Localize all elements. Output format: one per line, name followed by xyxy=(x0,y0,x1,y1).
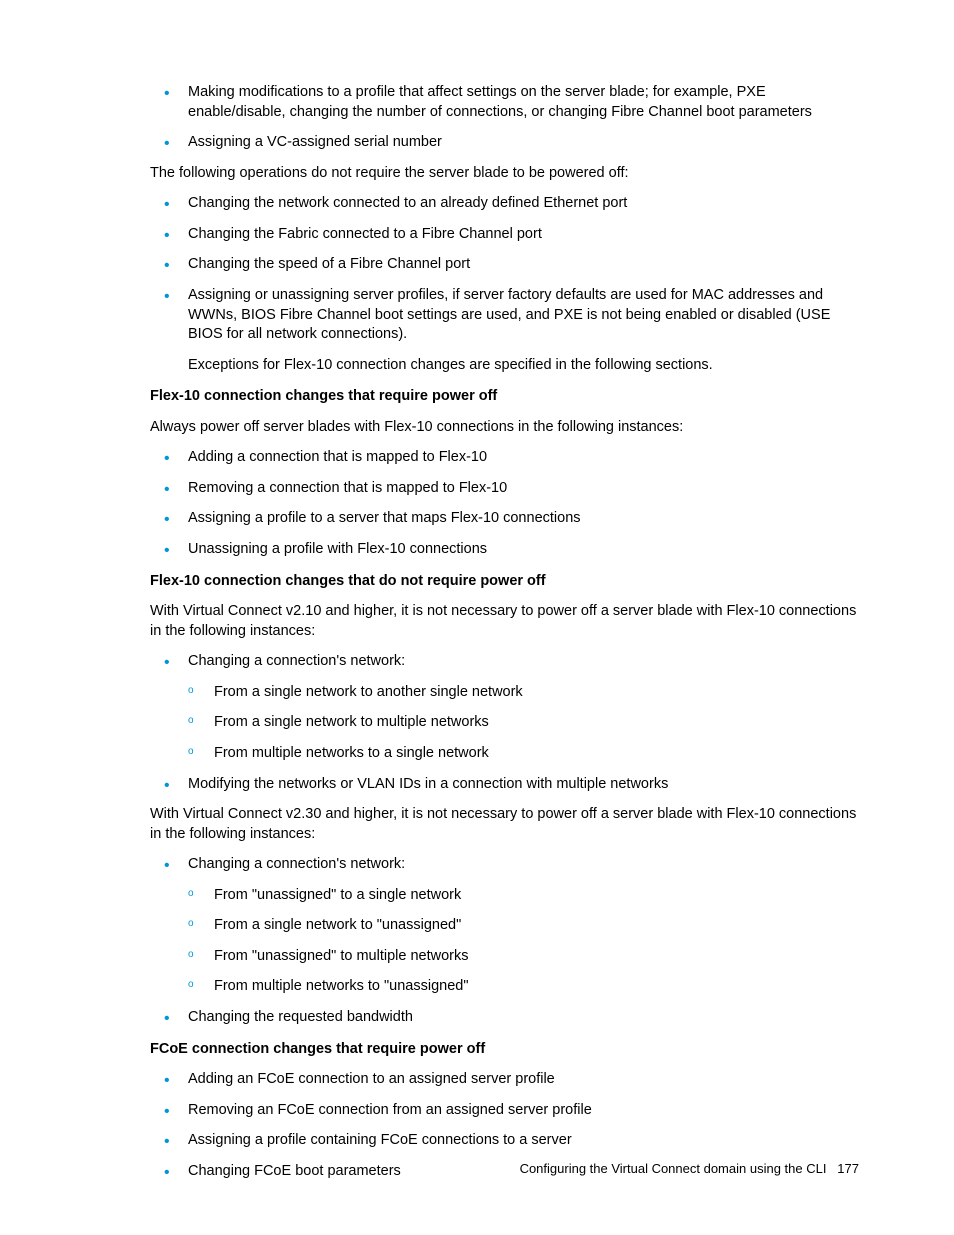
list-item: Adding an FCoE connection to an assigned… xyxy=(150,1070,859,1090)
bullet-list-4: Changing a connection's network: From a … xyxy=(150,652,859,794)
bullet-list-2: Changing the network connected to an alr… xyxy=(150,194,859,344)
paragraph: The following operations do not require … xyxy=(150,164,859,184)
list-item-text: Assigning a profile containing FCoE conn… xyxy=(188,1132,572,1148)
sub-list-item: From multiple networks to a single netwo… xyxy=(188,744,859,764)
list-item: Changing the speed of a Fibre Channel po… xyxy=(150,255,859,275)
list-item: Changing the Fabric connected to a Fibre… xyxy=(150,225,859,245)
sub-list-item-text: From a single network to "unassigned" xyxy=(214,917,461,933)
list-item-text: Removing an FCoE connection from an assi… xyxy=(188,1102,592,1118)
sub-list-item-text: From a single network to another single … xyxy=(214,684,523,700)
list-item-text: Adding an FCoE connection to an assigned… xyxy=(188,1071,555,1087)
bullet-list-5: Changing a connection's network: From "u… xyxy=(150,855,859,1027)
list-item: Assigning a profile containing FCoE conn… xyxy=(150,1131,859,1151)
list-item-text: Changing the network connected to an alr… xyxy=(188,195,627,211)
list-item-text: Assigning a profile to a server that map… xyxy=(188,510,581,526)
paragraph: With Virtual Connect v2.30 and higher, i… xyxy=(150,805,859,844)
list-item: Assigning a profile to a server that map… xyxy=(150,509,859,529)
list-item: Removing an FCoE connection from an assi… xyxy=(150,1101,859,1121)
sub-list-item: From "unassigned" to multiple networks xyxy=(188,947,859,967)
list-item-text: Adding a connection that is mapped to Fl… xyxy=(188,449,487,465)
list-item-text: Assigning or unassigning server profiles… xyxy=(188,287,830,342)
sub-bullet-list: From "unassigned" to a single network Fr… xyxy=(188,886,859,997)
sub-list-item: From a single network to "unassigned" xyxy=(188,916,859,936)
list-item-text: Changing the Fabric connected to a Fibre… xyxy=(188,226,542,242)
list-item: Changing the requested bandwidth xyxy=(150,1008,859,1028)
nested-paragraph: Exceptions for Flex-10 connection change… xyxy=(150,356,859,376)
list-item-text: Changing FCoE boot parameters xyxy=(188,1163,401,1179)
sub-bullet-list: From a single network to another single … xyxy=(188,683,859,764)
sub-list-item-text: From "unassigned" to multiple networks xyxy=(214,948,469,964)
sub-list-item: From "unassigned" to a single network xyxy=(188,886,859,906)
list-item: Unassigning a profile with Flex-10 conne… xyxy=(150,540,859,560)
list-item-text: Removing a connection that is mapped to … xyxy=(188,480,507,496)
sub-list-item-text: From multiple networks to "unassigned" xyxy=(214,978,469,994)
sub-list-item-text: From "unassigned" to a single network xyxy=(214,887,461,903)
bullet-list-1: Making modifications to a profile that a… xyxy=(150,83,859,153)
list-item: Adding a connection that is mapped to Fl… xyxy=(150,448,859,468)
list-item: Making modifications to a profile that a… xyxy=(150,83,859,122)
list-item: Changing a connection's network: From "u… xyxy=(150,855,859,997)
list-item-text: Unassigning a profile with Flex-10 conne… xyxy=(188,541,487,557)
list-item-text: Changing a connection's network: xyxy=(188,653,405,669)
sub-list-item-text: From multiple networks to a single netwo… xyxy=(214,745,489,761)
list-item: Assigning or unassigning server profiles… xyxy=(150,286,859,345)
list-item: Changing the network connected to an alr… xyxy=(150,194,859,214)
footer-text: Configuring the Virtual Connect domain u… xyxy=(520,1161,827,1176)
list-item: Removing a connection that is mapped to … xyxy=(150,479,859,499)
page-footer: Configuring the Virtual Connect domain u… xyxy=(520,1160,859,1178)
list-item-text: Modifying the networks or VLAN IDs in a … xyxy=(188,776,668,792)
list-item: Changing a connection's network: From a … xyxy=(150,652,859,763)
list-item-text: Making modifications to a profile that a… xyxy=(188,84,812,120)
list-item-text: Changing a connection's network: xyxy=(188,856,405,872)
list-item: Modifying the networks or VLAN IDs in a … xyxy=(150,775,859,795)
list-item-text: Changing the speed of a Fibre Channel po… xyxy=(188,256,470,272)
section-heading: Flex-10 connection changes that do not r… xyxy=(150,572,859,592)
sub-list-item: From a single network to another single … xyxy=(188,683,859,703)
sub-list-item: From a single network to multiple networ… xyxy=(188,713,859,733)
paragraph: Always power off server blades with Flex… xyxy=(150,418,859,438)
section-heading: FCoE connection changes that require pow… xyxy=(150,1040,859,1060)
page-number: 177 xyxy=(837,1161,859,1176)
section-heading: Flex-10 connection changes that require … xyxy=(150,387,859,407)
paragraph: With Virtual Connect v2.10 and higher, i… xyxy=(150,602,859,641)
bullet-list-3: Adding a connection that is mapped to Fl… xyxy=(150,448,859,559)
list-item: Assigning a VC-assigned serial number xyxy=(150,133,859,153)
sub-list-item: From multiple networks to "unassigned" xyxy=(188,977,859,997)
list-item-text: Assigning a VC-assigned serial number xyxy=(188,134,442,150)
list-item-text: Changing the requested bandwidth xyxy=(188,1009,413,1025)
sub-list-item-text: From a single network to multiple networ… xyxy=(214,714,489,730)
